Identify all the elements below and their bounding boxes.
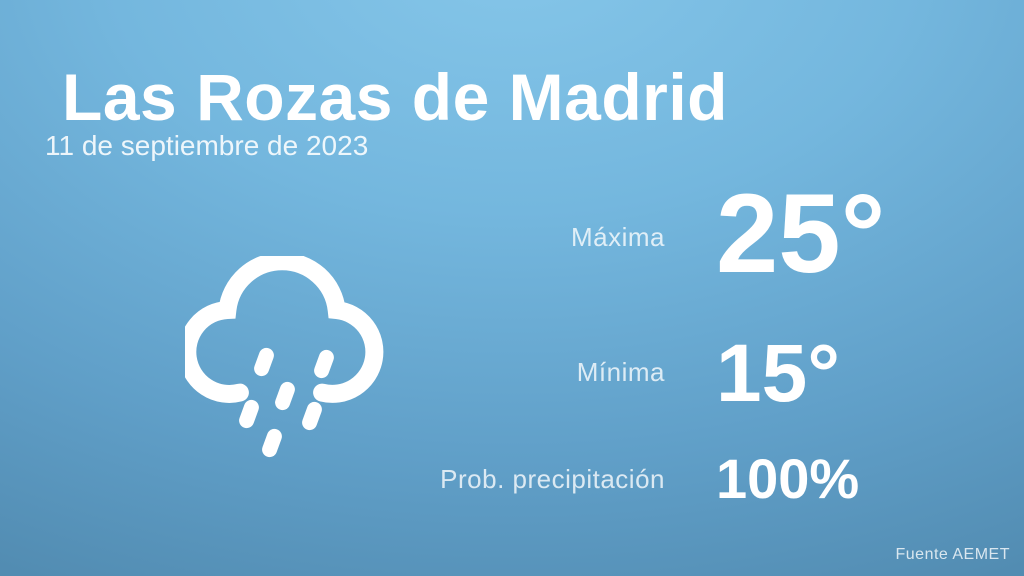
min-temp-label: Mínima xyxy=(576,357,665,387)
precip-prob-label: Prob. precipitación xyxy=(440,464,665,494)
page-title: Las Rozas de Madrid xyxy=(62,60,728,134)
min-temp-value: 15° xyxy=(716,328,841,419)
forecast-date: 11 de septiembre de 2023 xyxy=(45,130,369,161)
max-temp-label: Máxima xyxy=(570,222,665,252)
data-source-credit: Fuente AEMET xyxy=(895,546,1010,563)
max-temp-value: 25° xyxy=(716,171,886,296)
precip-prob-value: 100% xyxy=(716,447,860,510)
cloud-rain-icon xyxy=(178,252,385,461)
